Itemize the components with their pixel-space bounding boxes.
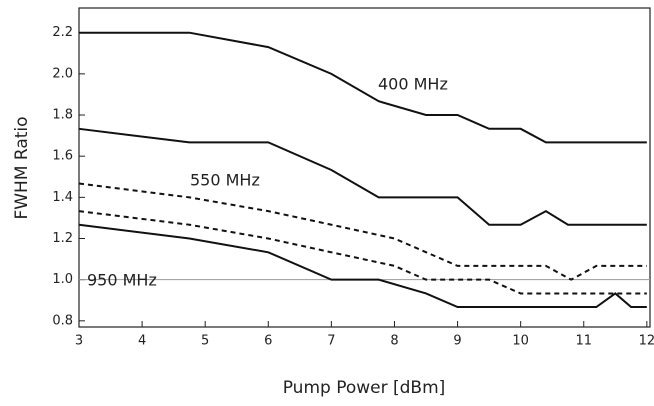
line <box>78 210 647 295</box>
annotation: 550 MHz <box>190 171 260 190</box>
y-axis-label: FWHM Ratio <box>12 116 32 219</box>
y-tick-label: 1.4 <box>52 190 73 205</box>
y-tick-label: 2.2 <box>52 25 73 40</box>
line <box>78 223 647 309</box>
x-tick-label: 11 <box>575 334 592 349</box>
line <box>78 182 647 281</box>
x-tick-label: 12 <box>639 334 654 349</box>
y-tick-label: 1.0 <box>52 272 73 287</box>
x-tick-label: 7 <box>327 334 335 349</box>
y-tick-label: 2.0 <box>52 66 73 81</box>
x-axis-label: Pump Power [dBm] <box>283 378 446 398</box>
y-tick-label: 0.8 <box>52 313 73 328</box>
x-tick-label: 5 <box>201 334 209 349</box>
annotation: 400 MHz <box>378 75 448 94</box>
y-tick-label: 1.2 <box>52 231 73 246</box>
x-tick-label: 6 <box>264 334 272 349</box>
x-tick-label: 4 <box>138 334 146 349</box>
x-tick-label: 10 <box>512 334 529 349</box>
y-tick-label: 1.8 <box>52 108 73 123</box>
line <box>79 31 647 144</box>
x-tick-label: 3 <box>75 334 83 349</box>
x-tick-label: 9 <box>453 334 461 349</box>
plot-frame <box>78 7 651 328</box>
line <box>78 127 647 226</box>
annotation: 950 MHz <box>87 271 157 290</box>
x-tick-label: 8 <box>390 334 398 349</box>
y-tick-label: 1.6 <box>52 149 73 164</box>
